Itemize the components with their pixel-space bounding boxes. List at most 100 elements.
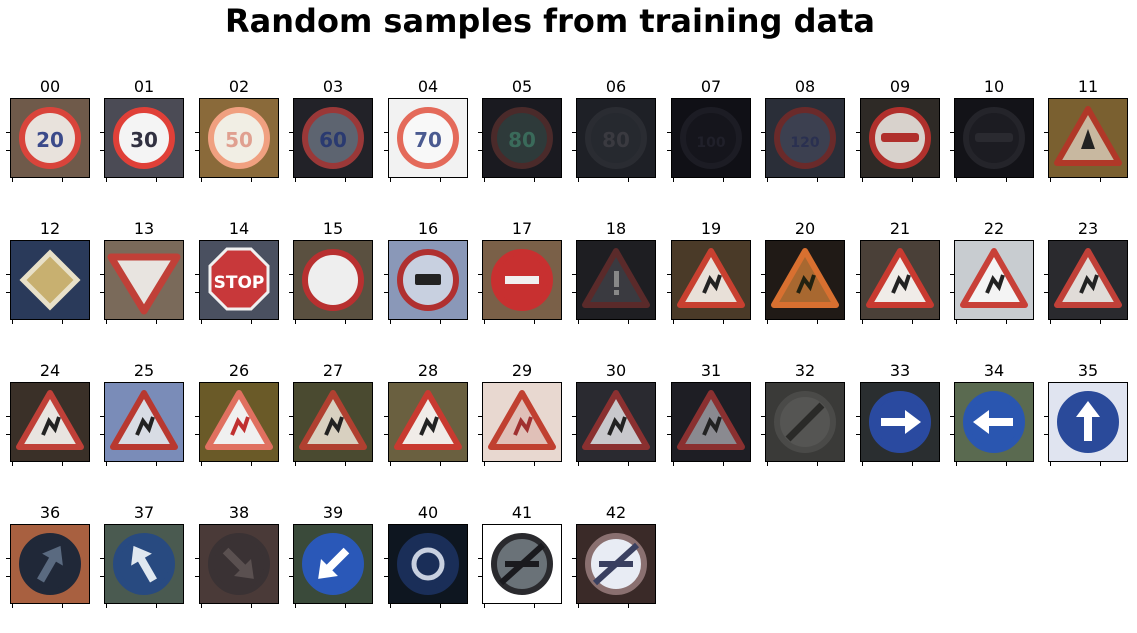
y-axis-tick	[195, 132, 199, 133]
sample-thumbnail	[293, 240, 373, 320]
sample-cell: 24	[6, 361, 90, 466]
x-axis-tick	[817, 178, 818, 182]
x-axis-tick	[956, 462, 957, 466]
sample-class-label: 03	[322, 77, 344, 96]
y-axis-tick	[761, 274, 765, 275]
y-axis-tick	[478, 292, 482, 293]
sample-thumbnail	[482, 240, 562, 320]
x-axis-tick	[1100, 178, 1101, 182]
sample-image: STOP	[200, 241, 278, 319]
sample-class-label: 40	[417, 503, 439, 522]
x-axis-tick	[723, 178, 724, 182]
sample-thumbnail	[576, 240, 656, 320]
svg-text:70: 70	[414, 128, 442, 152]
sample-class-label: 06	[605, 77, 627, 96]
sign-symbol	[222, 547, 254, 579]
x-axis-tick	[295, 178, 296, 182]
sample-image	[955, 99, 1033, 177]
x-axis-tick	[1006, 320, 1007, 324]
x-axis-tick	[345, 462, 346, 466]
y-axis-tick	[6, 292, 10, 293]
sample-cell: 18	[572, 219, 656, 324]
y-axis-tick	[667, 274, 671, 275]
sign-symbol	[498, 542, 546, 586]
y-axis-tick	[478, 576, 482, 577]
sign-symbol: 30	[130, 128, 158, 152]
sample-cell: 09	[856, 78, 940, 182]
x-axis-tick	[295, 320, 296, 324]
sample-cell: 30	[572, 362, 656, 466]
sample-thumbnail	[104, 240, 184, 320]
sample-image: 80	[483, 99, 561, 177]
sample-thumbnail	[388, 382, 468, 462]
sample-cell: 19	[667, 220, 751, 324]
sample-class-label: 08	[794, 77, 816, 96]
sign-shape	[208, 107, 270, 169]
sample-class-label: 23	[1077, 219, 1099, 238]
sample-image	[861, 99, 939, 177]
sample-thumbnail	[860, 98, 940, 178]
sample-thumbnail: 80	[482, 98, 562, 178]
sample-cell: 26	[195, 362, 279, 466]
x-axis-tick	[862, 178, 863, 182]
sample-cell: 42	[572, 503, 656, 608]
y-axis-tick	[384, 576, 388, 577]
x-axis-tick	[534, 462, 535, 466]
sign-symbol	[881, 410, 921, 434]
x-axis-tick	[673, 178, 674, 182]
y-axis-tick	[572, 150, 576, 151]
sample-image	[766, 383, 844, 461]
x-axis-tick	[767, 320, 768, 324]
sample-class-label: 27	[322, 361, 344, 380]
sample-cell: 34	[950, 362, 1034, 466]
sign-symbol	[985, 274, 1005, 294]
sample-image	[483, 241, 561, 319]
sign-symbol	[324, 416, 344, 436]
y-axis-tick	[100, 292, 104, 293]
x-axis-tick	[390, 462, 391, 466]
sign-symbol	[702, 274, 722, 294]
x-axis-tick	[1006, 178, 1007, 182]
sample-image: 120	[766, 99, 844, 177]
sample-cell: 00 20	[6, 78, 90, 182]
y-axis-tick	[950, 292, 954, 293]
x-axis-tick	[201, 178, 202, 182]
y-axis-tick	[667, 434, 671, 435]
sample-class-label: 18	[605, 219, 627, 238]
sample-thumbnail	[1048, 98, 1128, 178]
sample-cell: 41	[478, 504, 562, 608]
sample-cell: 38	[195, 504, 279, 608]
y-axis-tick	[195, 434, 199, 435]
x-axis-tick	[62, 320, 63, 324]
y-axis-tick	[195, 558, 199, 559]
y-axis-tick	[100, 274, 104, 275]
sample-image: 70	[389, 99, 467, 177]
sign-symbol: 120	[790, 135, 819, 151]
sign-symbol	[513, 416, 533, 436]
sample-cell: 11	[1044, 78, 1128, 182]
x-axis-tick	[1006, 462, 1007, 466]
x-axis-tick	[251, 178, 252, 182]
sample-cell: 13	[100, 220, 184, 324]
sign-shape	[302, 249, 364, 311]
sign-symbol: 20	[36, 128, 64, 152]
sample-class-label: 24	[39, 361, 61, 380]
sample-cell: 32	[761, 362, 845, 466]
sample-class-label: 28	[417, 361, 439, 380]
sample-thumbnail	[671, 240, 751, 320]
sample-image	[294, 525, 372, 603]
y-axis-tick	[950, 274, 954, 275]
y-axis-tick	[6, 416, 10, 417]
sample-image: 60	[294, 99, 372, 177]
x-axis-tick	[956, 320, 957, 324]
sample-cell: 28	[384, 361, 468, 466]
svg-text:60: 60	[319, 128, 347, 152]
sample-class-label: 42	[605, 503, 627, 522]
y-axis-tick	[572, 558, 576, 559]
y-axis-tick	[572, 132, 576, 133]
y-axis-tick	[384, 416, 388, 417]
sign-symbol: 50	[225, 128, 253, 152]
sample-cell: 27	[289, 361, 373, 466]
x-axis-tick	[673, 320, 674, 324]
sample-thumbnail	[765, 240, 845, 320]
